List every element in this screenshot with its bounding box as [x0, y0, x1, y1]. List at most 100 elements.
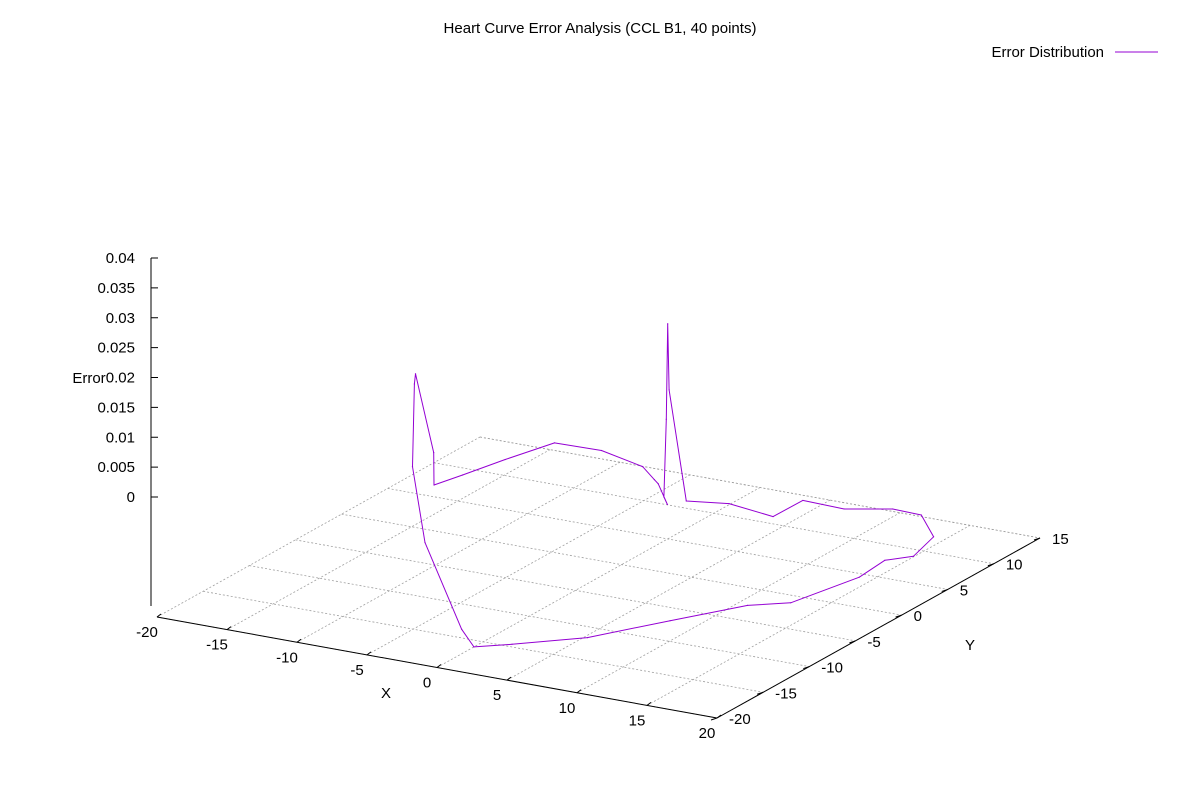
tick-labels: -20 -15 -10 -5 0 5 10 15 20 -20 -15 -10 -5 0 5 10 15 0 0.0… — [97, 250, 1068, 742]
y-tick-mark — [756, 691, 764, 695]
chart-title: Heart Curve Error Analysis (CCL B1, 40 p… — [444, 20, 757, 37]
legend: Error Distribution — [991, 44, 1158, 61]
data-point — [433, 452, 435, 454]
data-point — [666, 503, 668, 506]
z-tick-label: 0.04 — [106, 250, 135, 267]
data-point — [413, 383, 415, 385]
y-tick-mark — [941, 588, 948, 592]
z-tick-label: 0.02 — [106, 370, 135, 387]
grid-line-y — [387, 488, 948, 590]
data-point — [433, 484, 435, 486]
series-line — [412, 323, 935, 648]
data-point — [600, 449, 603, 452]
data-point — [665, 418, 667, 420]
grid-line-x — [226, 449, 551, 630]
y-tick-label: -10 — [821, 660, 843, 677]
z-axis-label: Error — [72, 370, 105, 387]
data-point — [772, 515, 774, 518]
grid-line-x — [436, 487, 761, 668]
y-tick-label: -20 — [729, 711, 751, 728]
data-point — [653, 479, 656, 481]
x-tick-label: -15 — [206, 637, 228, 654]
axes — [150, 257, 1041, 721]
x-axis-label: X — [381, 685, 391, 702]
y-tick-label: 5 — [960, 582, 968, 599]
grid-line-y — [249, 565, 810, 667]
data-point — [685, 500, 687, 502]
data-point — [657, 483, 659, 485]
data-point — [912, 555, 915, 557]
y-tick-mark — [710, 717, 718, 721]
x-tick-label: 15 — [629, 712, 646, 729]
y-tick-mark — [1033, 537, 1041, 541]
data-point — [932, 536, 935, 538]
grid-line-x — [646, 525, 971, 706]
grid-line-y — [433, 462, 994, 565]
x-tick-label: 20 — [699, 725, 716, 742]
x-tick-label: 0 — [423, 675, 431, 692]
z-tick-label: 0.005 — [97, 459, 135, 476]
grid-line-x — [366, 474, 691, 656]
data-point — [411, 466, 414, 468]
data-point — [504, 458, 506, 461]
x-tick-mark — [296, 638, 302, 643]
x-tick-mark — [436, 664, 442, 668]
z-tick-label: 0.03 — [106, 310, 135, 327]
grid-line-x — [296, 461, 621, 643]
y-tick-label: -5 — [867, 634, 880, 651]
z-tick-label: 0.025 — [97, 340, 135, 357]
data-point — [668, 389, 670, 391]
x-tick-mark — [716, 714, 722, 719]
x-tick-mark — [226, 626, 232, 631]
series-layer — [411, 323, 935, 648]
y-tick-label: 15 — [1052, 531, 1069, 548]
x-tick-label: -10 — [276, 649, 298, 666]
y-tick-label: -15 — [775, 685, 797, 702]
z-tick-label: 0.01 — [106, 429, 135, 446]
data-point — [462, 474, 464, 476]
grid-line-y — [341, 513, 902, 616]
x-tick-label: 5 — [493, 687, 501, 704]
data-point — [728, 503, 730, 505]
data-point — [586, 636, 589, 639]
grid-line-y — [479, 436, 1041, 539]
data-point — [746, 604, 749, 606]
data-point — [424, 541, 426, 544]
grid-line-y — [295, 539, 856, 642]
data-point — [511, 643, 513, 645]
data-point — [553, 442, 556, 444]
grid-line-x — [156, 436, 481, 618]
x-tick-label: 10 — [559, 700, 576, 717]
z-tick-label: 0.015 — [97, 399, 135, 416]
data-point — [790, 602, 792, 604]
grid-line-x — [506, 499, 831, 681]
y-axis-label: Y — [965, 637, 975, 654]
x-tick-mark — [646, 701, 652, 706]
data-point — [802, 499, 804, 502]
x-tick-mark — [506, 676, 512, 681]
data-point — [667, 323, 669, 325]
y-tick-label: 0 — [914, 608, 922, 625]
y-tick-mark — [849, 640, 856, 644]
data-point — [669, 620, 671, 622]
y-axis-line — [716, 537, 1041, 719]
y-tick-mark — [803, 666, 810, 670]
data-point — [884, 559, 886, 561]
y-tick-mark — [987, 563, 995, 567]
legend-label: Error Distribution — [991, 44, 1104, 61]
floor-grid — [156, 436, 1041, 719]
grid-line-x — [576, 512, 901, 694]
x-tick-label: -20 — [136, 624, 158, 641]
data-point — [858, 576, 860, 578]
data-point — [641, 466, 644, 468]
grid-line-y — [203, 590, 764, 693]
data-point — [461, 628, 463, 630]
y-tick-mark — [895, 614, 902, 618]
z-tick-label: 0.035 — [97, 280, 135, 297]
x-tick-mark — [366, 651, 372, 656]
x-tick-label: -5 — [350, 662, 363, 679]
x-tick-mark — [576, 689, 582, 694]
data-point — [663, 496, 665, 498]
y-tick-label: 10 — [1006, 557, 1023, 574]
